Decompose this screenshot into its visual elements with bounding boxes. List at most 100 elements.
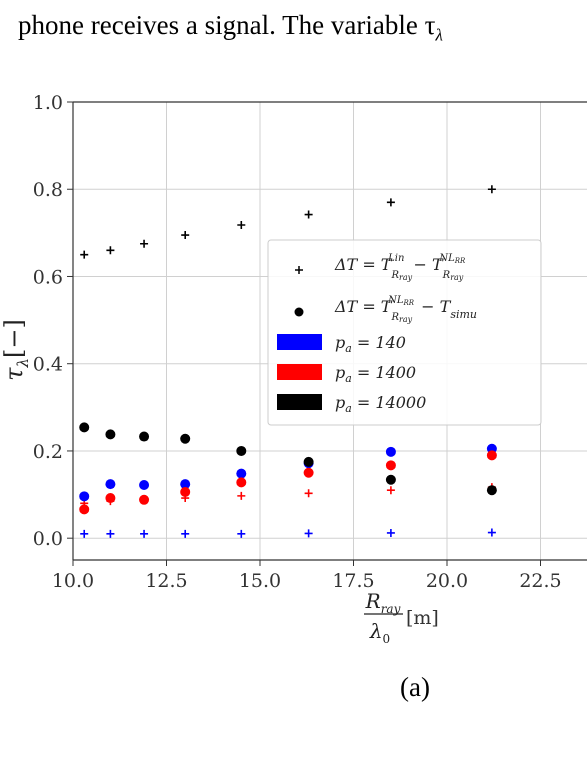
data-point-dot bbox=[79, 504, 90, 515]
y-tick-label: 1.0 bbox=[33, 92, 63, 114]
data-point-plus bbox=[386, 486, 395, 495]
legend: ΔT = TRrayLin − TRrayNLRR ΔT = TRrayNLRR… bbox=[267, 239, 542, 426]
data-point-dot bbox=[105, 493, 116, 504]
data-point-dot bbox=[385, 460, 396, 471]
legend-plus-sup2: NL bbox=[438, 253, 455, 264]
data-point-plus bbox=[304, 210, 313, 219]
x-tick-label: 22.5 bbox=[519, 570, 561, 592]
xlabel-num: R bbox=[365, 589, 381, 613]
xlabel-den-sub: 0 bbox=[383, 632, 391, 646]
data-point-dot bbox=[486, 485, 497, 496]
data-point-plus bbox=[181, 529, 190, 538]
svg-text:Rray: Rray bbox=[365, 589, 401, 616]
data-point-dot bbox=[486, 450, 497, 461]
y-tick-label: 0.8 bbox=[33, 179, 63, 201]
data-point-dot bbox=[303, 467, 314, 478]
y-axis-label: τλ[−] bbox=[0, 319, 32, 381]
ylabel-symbol: τ bbox=[0, 367, 28, 381]
data-point-plus bbox=[304, 529, 313, 538]
legend-plus-subsub1: ray bbox=[399, 273, 413, 282]
legend-dot-sup1: NL bbox=[387, 295, 404, 306]
x-axis-label: Rray λ0 [m] bbox=[364, 589, 439, 646]
legend-plus-subsub2: ray bbox=[450, 273, 464, 282]
legend-frame bbox=[267, 239, 542, 426]
data-point-dot bbox=[180, 433, 191, 444]
legend-color-value: = 14000 bbox=[352, 393, 426, 412]
legend-plus-mid: − T bbox=[408, 255, 444, 274]
data-point-dot bbox=[139, 431, 150, 442]
data-point-plus bbox=[487, 185, 496, 194]
data-point-dot bbox=[385, 446, 396, 457]
legend-dot-mid: − T bbox=[416, 297, 452, 316]
legend-color-symbol: p bbox=[335, 333, 345, 352]
data-marks bbox=[79, 185, 497, 538]
legend-dot-subsub1: ray bbox=[399, 315, 413, 324]
data-point-dot bbox=[180, 479, 191, 490]
legend-color-swatch bbox=[277, 394, 322, 410]
xlabel-den: λ bbox=[369, 619, 383, 643]
data-point-plus bbox=[140, 529, 149, 538]
legend-color-subscript: a bbox=[345, 342, 352, 355]
legend-color-label: pa = 14000 bbox=[335, 393, 426, 415]
data-point-dot bbox=[180, 486, 191, 497]
x-tick-label: 20.0 bbox=[426, 570, 468, 592]
legend-plus-supsub2: RR bbox=[454, 257, 466, 265]
y-tick-label: 0.4 bbox=[33, 354, 63, 376]
xlabel-unit: [m] bbox=[406, 607, 439, 629]
ylabel-sub: λ bbox=[14, 358, 32, 369]
axes bbox=[72, 101, 587, 561]
legend-entry-plus: ΔT = TRrayLin − TRrayNLRR bbox=[295, 253, 466, 282]
legend-color-subscript: a bbox=[345, 372, 352, 385]
x-tick-label: 17.5 bbox=[332, 570, 374, 592]
data-point-plus bbox=[237, 491, 246, 500]
y-tick-label: 0.2 bbox=[33, 441, 63, 463]
data-point-dot bbox=[105, 429, 116, 440]
data-point-dot bbox=[139, 479, 150, 490]
data-point-dot bbox=[79, 491, 90, 502]
legend-color-label: pa = 1400 bbox=[335, 363, 416, 385]
legend-color-value: = 1400 bbox=[352, 363, 416, 382]
legend-color-swatch bbox=[277, 334, 322, 350]
data-point-dot bbox=[385, 474, 396, 485]
legend-dot-sub2: simu bbox=[450, 308, 477, 321]
data-point-plus bbox=[106, 246, 115, 255]
legend-color-swatch bbox=[277, 364, 322, 380]
data-point-plus bbox=[487, 528, 496, 537]
xlabel-num-sub: ray bbox=[381, 602, 401, 616]
data-point-plus bbox=[80, 250, 89, 259]
legend-dot-main: ΔT = T bbox=[334, 297, 393, 316]
data-point-dot bbox=[105, 479, 116, 490]
x-tick-label: 15.0 bbox=[239, 570, 281, 592]
data-point-plus bbox=[237, 221, 246, 230]
legend-plus-sub2: R bbox=[442, 270, 451, 281]
legend-color-value: = 140 bbox=[352, 333, 406, 352]
data-point-plus bbox=[80, 529, 89, 538]
header-text-main: phone receives a signal. The variable τ bbox=[18, 10, 436, 40]
figure-caption: (a) bbox=[400, 672, 430, 702]
x-tick-label: 12.5 bbox=[145, 570, 187, 592]
legend-color-symbol: p bbox=[335, 393, 345, 412]
svg-text:ΔT = TRrayLin − TRrayNLRR: ΔT = TRrayLin − TRrayNLRR bbox=[334, 253, 466, 282]
header-text-subscript: λ bbox=[435, 25, 443, 45]
data-point-dot bbox=[236, 445, 247, 456]
legend-color-subscript: a bbox=[345, 402, 352, 415]
data-point-dot bbox=[236, 468, 247, 479]
y-ticks: 0.0 0.2 0.4 0.6 0.8 1.0 bbox=[33, 92, 73, 550]
data-point-dot bbox=[303, 456, 314, 467]
data-point-plus bbox=[106, 529, 115, 538]
data-point-plus bbox=[237, 529, 246, 538]
data-point-plus bbox=[140, 239, 149, 248]
legend-dot-supsub1: RR bbox=[403, 299, 415, 307]
data-point-plus bbox=[181, 231, 190, 240]
data-point-plus bbox=[386, 198, 395, 207]
legend-dot-sub1: R bbox=[390, 312, 399, 323]
data-point-dot bbox=[79, 422, 90, 433]
data-point-dot bbox=[236, 477, 247, 488]
legend-dot-marker bbox=[294, 307, 304, 317]
legend-color-label: pa = 140 bbox=[335, 333, 406, 355]
legend-plus-sup1: Lin bbox=[387, 253, 404, 264]
legend-plus-main: ΔT = T bbox=[334, 255, 393, 274]
legend-color-symbol: p bbox=[335, 363, 345, 382]
svg-text:ΔT = TRrayNLRR − Tsimu: ΔT = TRray NLRR − Tsimu bbox=[334, 295, 477, 324]
